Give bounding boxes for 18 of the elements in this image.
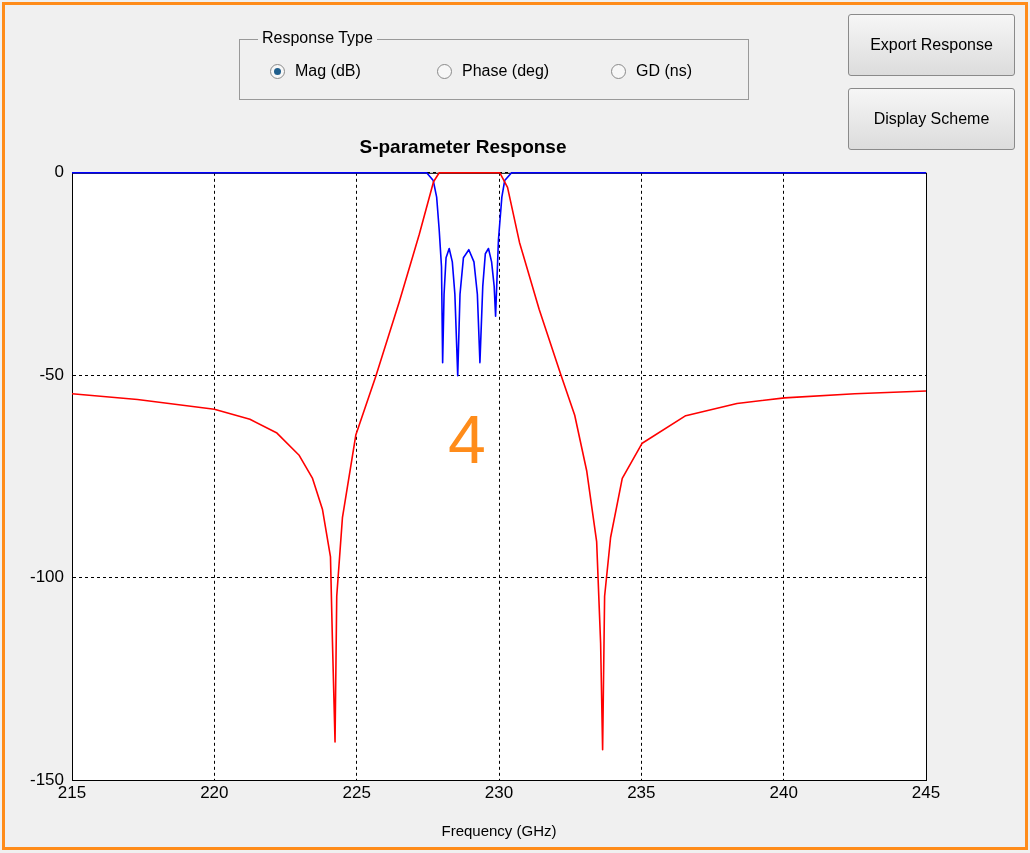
text: Phase (deg) [462, 62, 550, 79]
text: Mag (dB) [295, 62, 361, 79]
y-tick-label: -100 [29, 567, 64, 587]
y-tick-label: -50 [39, 364, 64, 384]
button: Display Scheme [848, 88, 1015, 150]
y-tick-label: 0 [54, 162, 64, 182]
annotation: 4 [448, 401, 486, 477]
text: GD (ns) [636, 62, 692, 79]
x-tick-label: 230 [484, 782, 514, 802]
x-tick-label: 245 [911, 782, 941, 802]
x-tick-label: 220 [200, 782, 229, 802]
x-axis-title: Frequency (GHz) [441, 822, 557, 840]
x-tick-label: 225 [342, 782, 371, 802]
button: Export Response [848, 14, 1015, 76]
x-tick-label: 240 [769, 782, 798, 802]
text: Response Type [262, 29, 373, 46]
x-tick-label: 235 [627, 782, 656, 802]
chart-title: S-parameter Response [359, 135, 567, 157]
